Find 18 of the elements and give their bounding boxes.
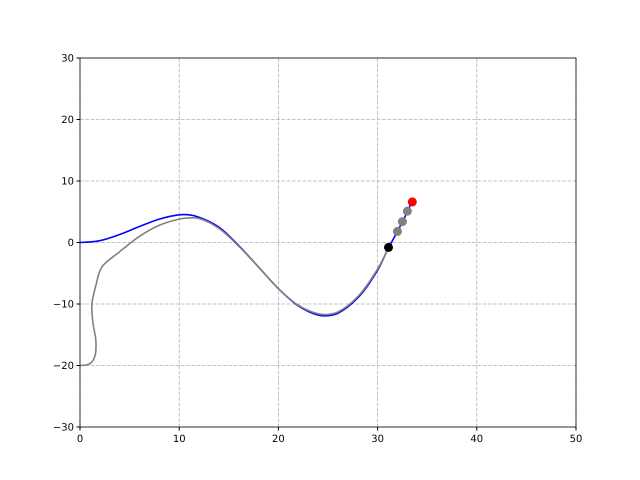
x-tick-label: 0 [76, 434, 84, 445]
point [392, 226, 402, 236]
x-tick-label: 50 [570, 434, 582, 445]
x-tick-label: 40 [470, 434, 484, 445]
point [408, 197, 417, 206]
point [402, 206, 412, 216]
y-tick-label: 20 [61, 115, 74, 126]
y-tick-label: 0 [68, 238, 74, 249]
x-tick-label: 30 [371, 434, 384, 445]
y-tick-label: 10 [61, 176, 74, 188]
y-tick-label: −10 [52, 300, 74, 310]
x-tick-label: 20 [272, 434, 285, 445]
y-tick-label: −20 [52, 361, 74, 372]
point [398, 217, 407, 226]
y-tick-label: 30 [61, 54, 74, 64]
point [384, 242, 394, 252]
y-tick-label: −30 [52, 422, 74, 434]
x-tick-label: 10 [172, 434, 186, 445]
